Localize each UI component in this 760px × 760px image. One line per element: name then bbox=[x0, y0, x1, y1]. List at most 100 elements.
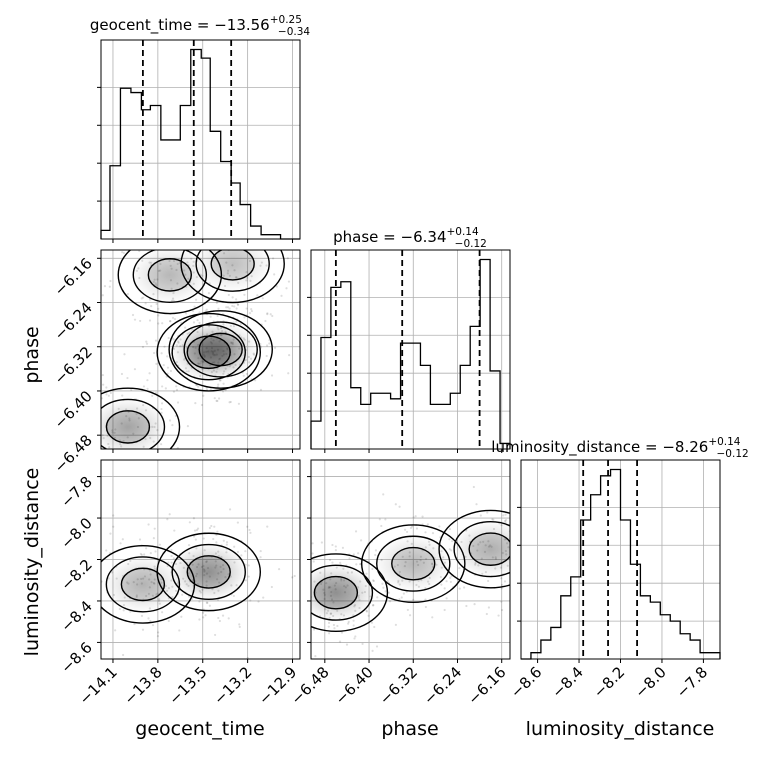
sample-point bbox=[168, 513, 171, 516]
sample-point bbox=[270, 374, 274, 377]
density-blob bbox=[373, 534, 453, 593]
sample-point bbox=[144, 302, 147, 305]
sample-point bbox=[212, 537, 215, 541]
sample-point bbox=[354, 530, 358, 533]
x-tick-label: −6.40 bbox=[332, 663, 377, 708]
contour-ring bbox=[183, 321, 258, 378]
sample-point bbox=[518, 520, 520, 522]
sample-point bbox=[145, 455, 147, 457]
sample-point bbox=[424, 598, 427, 601]
sample-point bbox=[249, 246, 251, 248]
sample-point bbox=[372, 579, 375, 583]
sample-point bbox=[202, 394, 205, 397]
sample-point bbox=[370, 621, 374, 624]
sample-point bbox=[305, 559, 307, 561]
sample-point bbox=[244, 550, 247, 553]
sample-point bbox=[208, 526, 211, 530]
sample-point bbox=[147, 450, 149, 452]
sample-point bbox=[198, 311, 201, 314]
sample-point bbox=[293, 574, 296, 578]
sample-point bbox=[262, 596, 265, 599]
sample-point bbox=[198, 244, 200, 246]
sample-point bbox=[242, 374, 245, 377]
sample-point bbox=[222, 382, 225, 385]
sample-point bbox=[312, 628, 316, 631]
density-layer bbox=[265, 485, 532, 658]
sample-point bbox=[205, 601, 208, 604]
sample-point bbox=[102, 383, 105, 386]
contour-ring bbox=[210, 250, 255, 281]
sample-point bbox=[449, 576, 452, 580]
sample-point bbox=[160, 352, 163, 355]
sample-point bbox=[105, 549, 108, 552]
sample-point bbox=[312, 560, 315, 563]
sample-point bbox=[98, 419, 100, 421]
sample-point bbox=[318, 224, 320, 226]
sample-point bbox=[352, 624, 355, 627]
sample-point bbox=[101, 294, 104, 297]
sample-point bbox=[271, 257, 275, 260]
sample-point bbox=[165, 454, 167, 456]
sample-point bbox=[105, 393, 108, 396]
contour-ring bbox=[376, 535, 451, 592]
sample-point bbox=[352, 553, 355, 556]
y-tick-label: −6.16 bbox=[51, 254, 96, 299]
sample-point bbox=[265, 344, 269, 347]
sample-point bbox=[295, 567, 297, 569]
sample-point bbox=[445, 597, 448, 600]
sample-point bbox=[448, 548, 451, 551]
sample-point bbox=[130, 470, 132, 472]
sample-point bbox=[262, 236, 264, 238]
sample-point bbox=[146, 379, 149, 382]
sample-point bbox=[158, 543, 161, 546]
sample-point bbox=[233, 305, 236, 308]
sample-point bbox=[170, 462, 172, 464]
sample-point bbox=[280, 592, 282, 594]
sample-point bbox=[530, 491, 532, 493]
sample-point bbox=[153, 527, 156, 530]
sample-point bbox=[517, 568, 519, 570]
sample-point bbox=[240, 246, 242, 248]
sample-point bbox=[412, 598, 415, 601]
sample-point bbox=[374, 549, 378, 552]
sample-point bbox=[180, 451, 182, 453]
density-blob bbox=[181, 320, 261, 379]
sample-point bbox=[384, 590, 387, 593]
sample-point bbox=[168, 419, 172, 422]
sample-point bbox=[233, 545, 236, 548]
sample-point bbox=[173, 529, 176, 532]
sample-point bbox=[256, 234, 258, 236]
sample-point bbox=[176, 446, 179, 449]
sample-point bbox=[284, 590, 286, 592]
sample-point bbox=[112, 525, 115, 528]
sample-point bbox=[231, 304, 234, 308]
sample-point bbox=[250, 308, 253, 311]
sample-point bbox=[287, 280, 291, 283]
sample-point bbox=[192, 321, 196, 324]
sample-point bbox=[277, 568, 281, 571]
sample-point bbox=[231, 226, 233, 228]
contour-ring bbox=[180, 250, 285, 304]
sample-point bbox=[275, 285, 278, 288]
sample-point bbox=[202, 616, 205, 619]
sample-point bbox=[296, 602, 298, 604]
joint-panel-geocent-time-vs-luminosity-distance: −14.1 −13.8 −13.5 −13.2 −12.9−8.6−8.4−8.2−8.… bbox=[57, 459, 301, 708]
sample-point bbox=[502, 514, 505, 517]
sample-point bbox=[371, 604, 375, 607]
sample-point bbox=[206, 601, 209, 604]
sample-point bbox=[486, 511, 489, 514]
sample-point bbox=[163, 345, 166, 348]
sample-point bbox=[162, 364, 165, 367]
sample-point bbox=[180, 615, 183, 618]
sample-point bbox=[231, 217, 233, 219]
sample-point bbox=[264, 319, 267, 323]
contour-ring bbox=[195, 250, 270, 292]
sample-point bbox=[218, 247, 220, 249]
sample-point bbox=[211, 211, 213, 213]
contour-ring bbox=[311, 553, 389, 633]
sample-point bbox=[291, 576, 294, 579]
sample-point bbox=[525, 580, 527, 582]
panel-frame bbox=[100, 39, 301, 240]
sample-point bbox=[265, 619, 267, 621]
sample-point bbox=[69, 555, 71, 557]
